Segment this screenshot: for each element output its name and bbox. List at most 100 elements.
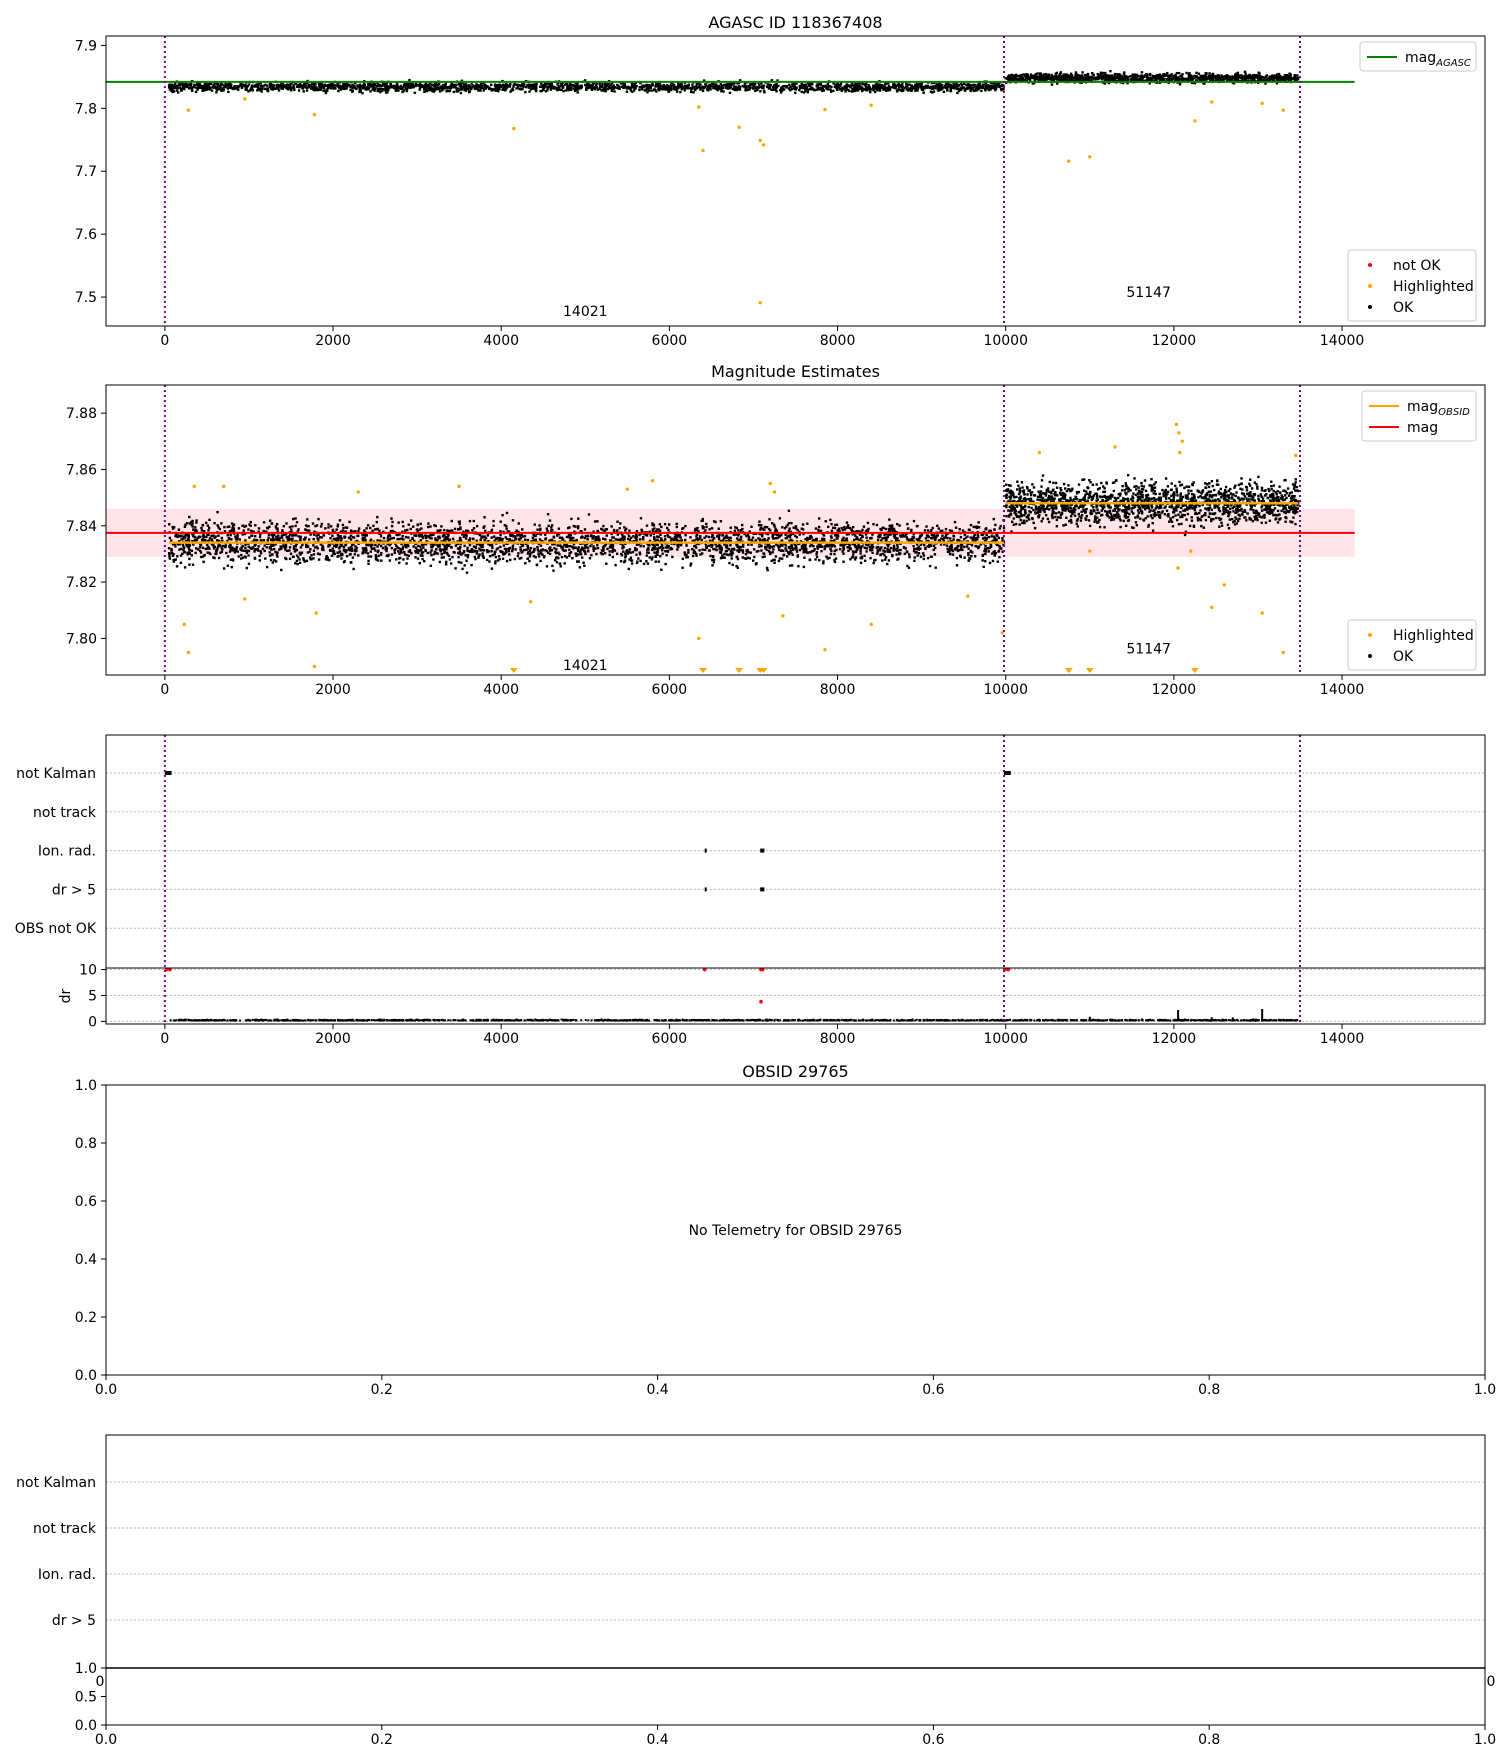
agasc-ok-point (473, 87, 477, 91)
agasc-ok-point (753, 82, 756, 86)
mag-est-ok-point (446, 544, 449, 548)
agasc-ok-point (1107, 76, 1110, 79)
agasc-ok-point (775, 90, 778, 93)
mag-est-ok-point (772, 523, 776, 526)
mag-est-ok-point (624, 554, 627, 558)
mag-est-ok-point (913, 547, 916, 551)
agasc-ok-point (991, 86, 995, 90)
agasc-ok-point (885, 88, 888, 91)
mag-est-ok-point (611, 550, 614, 553)
mag-est-ok-point (704, 529, 707, 532)
mag-est-ok-point (259, 533, 262, 536)
agasc-ok-point (710, 84, 713, 88)
mag-est-ok-point (767, 537, 770, 540)
agasc-ok-point (496, 84, 499, 87)
agasc-ok-point (775, 86, 779, 89)
mag-est-ok-point (685, 544, 688, 547)
agasc-ok-point (428, 88, 431, 92)
agasc-ok-point (722, 90, 725, 93)
mag-est-ok-point (177, 528, 181, 531)
mag-est-ok-point (258, 535, 262, 539)
agasc-ok-point (1102, 72, 1105, 75)
agasc-ok-point (794, 86, 797, 90)
mag-est-ok-point (194, 551, 197, 555)
agasc-ok-point (666, 84, 669, 87)
mag-est-ok-point (851, 533, 854, 536)
agasc-ok-point (297, 89, 301, 92)
mag-est-ok-point (445, 537, 448, 540)
agasc-ok-point (1209, 77, 1212, 81)
mag-est-ok-point (965, 545, 969, 548)
agasc-ok-point (728, 82, 732, 85)
mag-est-ok-point (230, 565, 233, 569)
mag-est-ok-point (650, 558, 654, 561)
agasc-ok-point (441, 88, 445, 91)
mag-est-ok-point (808, 537, 811, 541)
mag-est-ok-point (884, 556, 888, 559)
agasc-ok-point (413, 91, 417, 95)
agasc-ok-point (1062, 73, 1065, 76)
agasc-ok-point (971, 88, 975, 91)
agasc-ok-point (835, 86, 838, 89)
agasc-ok-point (482, 89, 485, 92)
agasc-ok-point (556, 81, 560, 85)
agasc-ok-point (994, 83, 998, 86)
agasc-ok-point (196, 88, 199, 91)
agasc-ok-point (1086, 76, 1090, 79)
agasc-ok-point (1284, 78, 1288, 82)
agasc-ok-point (731, 87, 734, 91)
agasc-ok-point (318, 83, 321, 87)
agasc-ok-point (546, 87, 549, 91)
agasc-ok-point (539, 85, 543, 88)
agasc-ok-point (927, 85, 930, 89)
mag-est-ok-point (655, 552, 659, 556)
agasc-ok-point (425, 89, 428, 93)
agasc-ok-point (708, 84, 711, 87)
mag-est-ok-point (722, 538, 725, 542)
agasc-ok-point (980, 89, 983, 93)
agasc-ok-point (619, 82, 623, 85)
mag-est-ok-point (537, 550, 540, 553)
agasc-ok-point (302, 90, 305, 93)
mag-est-ok-point (451, 555, 454, 559)
agasc-ok-point (1274, 74, 1278, 78)
mag-est-ok-point (874, 558, 877, 562)
agasc-ok-point (1094, 78, 1097, 81)
agasc-ok-point (998, 85, 1002, 88)
mag-est-ok-point (171, 525, 174, 529)
agasc-ok-point (753, 84, 756, 88)
agasc-ok-point (271, 83, 274, 87)
agasc-ok-point (401, 90, 404, 94)
agasc-ok-point (1075, 74, 1078, 78)
mag-est-ok-point (829, 535, 833, 538)
agasc-ok-point (405, 89, 408, 93)
agasc-ok-point (1249, 76, 1252, 79)
mag-est-ok-point (563, 543, 566, 547)
agasc-ok-point (952, 85, 955, 88)
agasc-ok-point (852, 88, 856, 91)
agasc-ok-point (1208, 72, 1211, 75)
mag-est-ok-point (507, 530, 511, 533)
agasc-ok-point (792, 82, 796, 85)
agasc-ok-point (902, 86, 906, 90)
agasc-ok-point (1248, 73, 1251, 77)
mag-est-ok-point (916, 547, 920, 550)
agasc-ok-point (428, 85, 431, 88)
mag-est-ok-point (842, 552, 845, 555)
agasc-ok-point (984, 81, 988, 85)
mag-est-ok-point (985, 533, 988, 537)
agasc-ok-point (170, 87, 173, 91)
agasc-ok-point (887, 84, 891, 88)
agasc-ok-point (1265, 74, 1269, 77)
agasc-ok-point (516, 86, 520, 89)
mag-est-ok-point (923, 529, 927, 532)
agasc-ok-point (183, 83, 187, 86)
mag-est-ok-point (466, 553, 470, 557)
agasc-ok-point (1059, 71, 1063, 74)
mag-est-ok-point (981, 559, 984, 562)
agasc-ok-point (1272, 75, 1275, 78)
mag-est-ok-point (285, 557, 288, 561)
mag-est-ok-point (569, 534, 573, 537)
agasc-ok-point (1093, 76, 1096, 79)
agasc-ok-point (965, 83, 968, 87)
